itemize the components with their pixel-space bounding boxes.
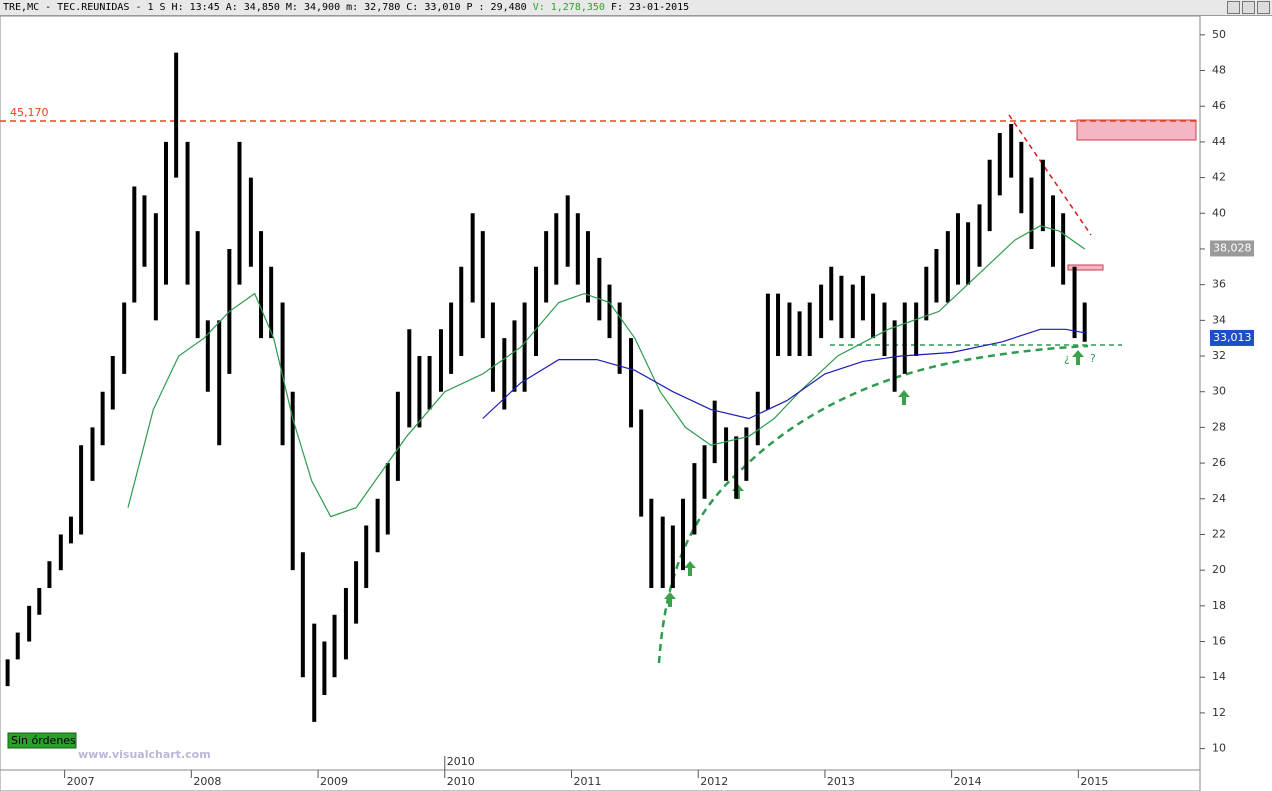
header-field: F: 23-01-2015 — [610, 2, 690, 13]
up-arrow — [1072, 350, 1084, 365]
resistance-box — [1076, 119, 1197, 141]
x-tick-label: 2007 — [67, 775, 95, 788]
minimize-button[interactable] — [1227, 1, 1240, 14]
maximize-button[interactable] — [1242, 1, 1255, 14]
fields: H: 13:45 A: 34,850 M: 34,900 m: 32,780 C: 33… — [172, 2, 696, 13]
y-tick-label: 34 — [1212, 313, 1226, 326]
x-tick-label: 2013 — [827, 775, 855, 788]
question-open: ¿ — [1064, 352, 1070, 365]
y-tick-label: 16 — [1212, 635, 1226, 648]
symbol: TRE,MC - TEC.REUNIDAS - — [3, 2, 142, 13]
close-button[interactable] — [1257, 1, 1270, 14]
y-tick-label: 48 — [1212, 64, 1226, 77]
y-tick-label: 10 — [1212, 742, 1226, 755]
question-close: ? — [1090, 352, 1096, 365]
x-tick-label: 2015 — [1080, 775, 1108, 788]
y-tick-label: 26 — [1212, 456, 1226, 469]
x-tick-label: 2011 — [573, 775, 601, 788]
header-field: P : 29,480 — [466, 2, 527, 13]
y-tick-label: 46 — [1212, 99, 1226, 112]
x-tick-label: 2008 — [193, 775, 221, 788]
watermark: www.visualchart.com — [78, 748, 211, 761]
y-tick-label: 44 — [1212, 135, 1226, 148]
y-tick-label: 42 — [1212, 171, 1226, 184]
resistance-box — [1067, 264, 1104, 271]
y-tick-label: 28 — [1212, 420, 1226, 433]
y-tick-label: 36 — [1212, 278, 1226, 291]
y-tick-label: 18 — [1212, 599, 1226, 612]
price-label: 38,028 — [1213, 241, 1252, 254]
marker-label: 2010 — [447, 755, 475, 768]
period: 1 S — [147, 2, 166, 13]
header-field: A: 34,850 — [225, 2, 280, 13]
header-field: M: 34,900 — [285, 2, 341, 13]
chart: ¿ ? Sin órdenes www.visualchart.com 10 12… — [0, 16, 1254, 791]
y-tick-label: 14 — [1212, 670, 1226, 683]
x-tick-label: 2009 — [320, 775, 348, 788]
orders-text: Sin órdenes — [11, 734, 76, 747]
price-label: 33,013 — [1213, 331, 1252, 344]
plot-area — [0, 16, 1201, 771]
trend-line — [1008, 114, 1092, 236]
x-axis-strip — [0, 769, 1201, 791]
header-field: V: 1,278,350 — [532, 2, 605, 13]
header-field: m: 32,780 — [346, 2, 401, 13]
y-tick-label: 22 — [1212, 527, 1226, 540]
x-tick-label: 2012 — [700, 775, 728, 788]
price-label-box — [1210, 329, 1254, 346]
y-tick-label: 32 — [1212, 349, 1226, 362]
up-arrow — [898, 390, 910, 405]
moving-average — [482, 328, 1085, 420]
price-label-box — [1210, 240, 1254, 257]
up-arrow — [664, 592, 676, 607]
header-bar: TRE,MC - TEC.REUNIDAS - 1 S H: 13:45 A: 34,… — [0, 0, 1272, 16]
y-tick-label: 50 — [1212, 28, 1226, 41]
y-tick-label: 20 — [1212, 563, 1226, 576]
level-label: 45,170 — [10, 106, 49, 119]
header-field: H: 13:45 — [171, 2, 220, 13]
x-tick-label: 2010 — [447, 775, 475, 788]
y-tick-label: 30 — [1212, 385, 1226, 398]
x-tick-label: 2014 — [954, 775, 982, 788]
price-bars — [5, 52, 1087, 722]
y-tick-label: 40 — [1212, 206, 1226, 219]
y-tick-label: 12 — [1212, 706, 1226, 719]
up-arrow — [684, 561, 696, 576]
orders-badge[interactable] — [7, 732, 77, 749]
y-tick-label: 24 — [1212, 492, 1226, 505]
window-buttons — [1225, 1, 1270, 20]
moving-average — [127, 225, 1086, 518]
header-field: C: 33,010 — [406, 2, 461, 13]
